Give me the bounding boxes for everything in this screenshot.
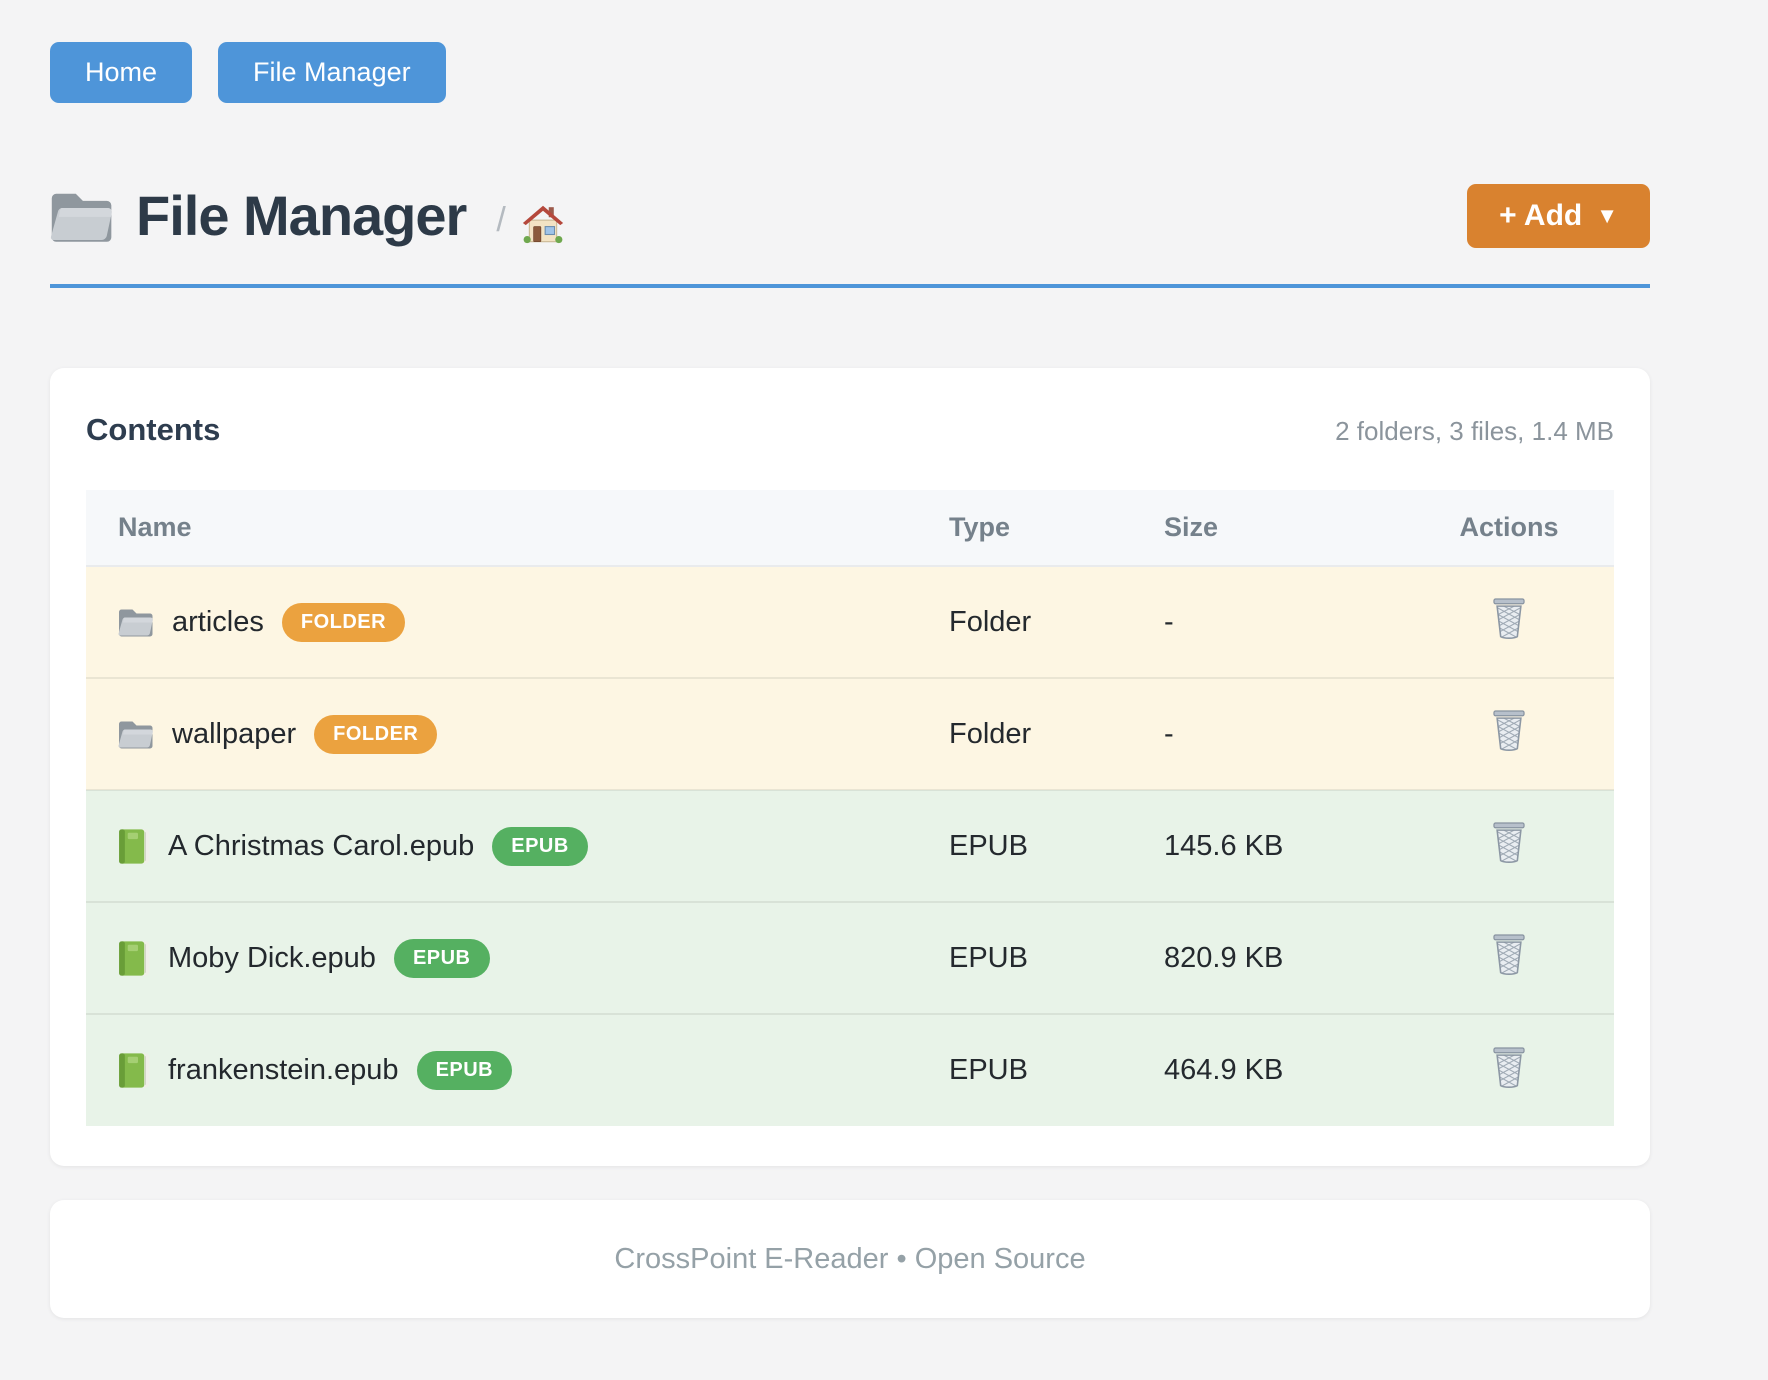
delete-button[interactable] — [1487, 707, 1531, 755]
footer-text: CrossPoint E-Reader • Open Source — [614, 1242, 1086, 1275]
table-row: articles FOLDER Folder - — [86, 566, 1614, 678]
item-size: 820.9 KB — [1164, 901, 1404, 1014]
page: Home File Manager File Manager / + Add ▼… — [50, 0, 1650, 1318]
column-header-name: Name — [86, 490, 949, 567]
type-badge: EPUB — [393, 938, 490, 978]
trash-icon — [1490, 707, 1528, 753]
contents-summary: 2 folders, 3 files, 1.4 MB — [1335, 416, 1614, 446]
type-badge: FOLDER — [281, 602, 406, 642]
delete-button[interactable] — [1487, 819, 1531, 867]
item-name[interactable]: Moby Dick.epub — [168, 941, 376, 974]
trash-icon — [1490, 819, 1528, 865]
column-header-type: Type — [949, 490, 1164, 567]
page-title: File Manager — [136, 184, 467, 247]
trash-icon — [1490, 1044, 1528, 1090]
header-divider — [50, 284, 1650, 288]
chevron-down-icon: ▼ — [1596, 202, 1618, 228]
trash-icon — [1490, 595, 1528, 641]
item-name[interactable]: A Christmas Carol.epub — [168, 829, 475, 862]
item-type: Folder — [949, 605, 1032, 638]
item-type: EPUB — [949, 1013, 1164, 1126]
home-button[interactable]: Home — [50, 42, 193, 103]
add-button[interactable]: + Add ▼ — [1467, 183, 1650, 248]
open-folder-icon — [50, 188, 114, 244]
column-header-actions: Actions — [1404, 490, 1614, 567]
type-badge: EPUB — [492, 826, 588, 866]
item-name[interactable]: wallpaper — [172, 717, 297, 750]
delete-button[interactable] — [1487, 595, 1531, 643]
green-book-icon — [118, 1052, 150, 1089]
item-name[interactable]: articles — [172, 605, 264, 638]
green-book-icon — [118, 828, 150, 865]
item-size: - — [1164, 677, 1404, 790]
table-row: wallpaper FOLDER Folder - — [86, 677, 1614, 790]
table-row: frankenstein.epub EPUB EPUB 464.9 KB — [86, 1013, 1614, 1126]
table-header-row: Name Type Size Actions — [86, 490, 1614, 567]
delete-button[interactable] — [1487, 1044, 1531, 1092]
house-icon[interactable] — [520, 201, 566, 245]
item-size: - — [1164, 605, 1174, 638]
table-row: Moby Dick.epub EPUB EPUB 820.9 KB — [86, 901, 1614, 1014]
file-manager-button[interactable]: File Manager — [218, 42, 446, 103]
item-size: 464.9 KB — [1164, 1013, 1404, 1126]
green-book-icon — [118, 940, 150, 977]
footer-card: CrossPoint E-Reader • Open Source — [50, 1200, 1650, 1318]
item-size: 145.6 KB — [1164, 789, 1404, 902]
page-header: File Manager / + Add ▼ — [50, 183, 1650, 248]
contents-card: Contents 2 folders, 3 files, 1.4 MB Name… — [50, 368, 1650, 1166]
breadcrumb-separator: / — [496, 201, 506, 239]
table-row: A Christmas Carol.epub EPUB EPUB 145.6 K… — [86, 789, 1614, 902]
add-button-label: + Add — [1499, 198, 1583, 232]
page-title-group: File Manager / — [50, 183, 1467, 248]
folder-icon — [118, 605, 154, 639]
delete-button[interactable] — [1487, 931, 1531, 979]
file-table: Name Type Size Actions articles FOLDER — [86, 490, 1614, 1126]
type-badge: FOLDER — [314, 714, 438, 754]
trash-icon — [1490, 931, 1528, 977]
contents-header: Contents 2 folders, 3 files, 1.4 MB — [86, 412, 1614, 448]
item-name[interactable]: frankenstein.epub — [168, 1054, 399, 1086]
type-badge: EPUB — [416, 1051, 513, 1090]
contents-title: Contents — [86, 412, 221, 447]
item-type: EPUB — [949, 789, 1164, 902]
item-type: Folder — [949, 677, 1164, 790]
top-nav: Home File Manager — [50, 42, 1650, 103]
item-type: EPUB — [949, 901, 1164, 1014]
folder-icon — [118, 717, 154, 751]
column-header-size: Size — [1164, 490, 1404, 567]
